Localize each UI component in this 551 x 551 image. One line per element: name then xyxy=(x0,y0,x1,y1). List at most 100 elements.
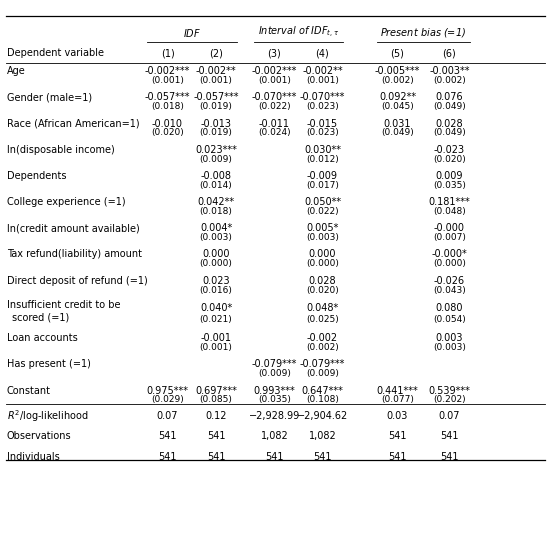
Text: 0.539***: 0.539*** xyxy=(429,386,471,396)
Text: -0.002***: -0.002*** xyxy=(145,66,190,76)
Text: (0.003): (0.003) xyxy=(306,233,339,242)
Text: $R^2$/log-likelihood: $R^2$/log-likelihood xyxy=(7,408,88,424)
Text: 0.023***: 0.023*** xyxy=(195,145,237,155)
Text: (0.022): (0.022) xyxy=(258,102,291,111)
Text: (0.000): (0.000) xyxy=(306,260,339,268)
Text: 541: 541 xyxy=(158,452,177,462)
Text: 0.003: 0.003 xyxy=(436,333,463,343)
Text: Insufficient credit to be: Insufficient credit to be xyxy=(7,300,120,310)
Text: ln(disposable income): ln(disposable income) xyxy=(7,145,115,155)
Text: -0.057***: -0.057*** xyxy=(193,93,239,102)
Text: Has present (=1): Has present (=1) xyxy=(7,359,90,369)
Text: (0.000): (0.000) xyxy=(433,260,466,268)
Text: Age: Age xyxy=(7,66,25,76)
Text: -0.002***: -0.002*** xyxy=(252,66,297,76)
Text: -0.070***: -0.070*** xyxy=(252,93,297,102)
Text: −2,928.99: −2,928.99 xyxy=(249,410,300,421)
Text: (0.019): (0.019) xyxy=(199,102,233,111)
Text: (0.001): (0.001) xyxy=(199,76,233,85)
Text: 0.076: 0.076 xyxy=(435,93,463,102)
Text: 0.07: 0.07 xyxy=(156,410,179,421)
Text: (0.085): (0.085) xyxy=(199,396,233,404)
Text: -0.001: -0.001 xyxy=(201,333,231,343)
Text: (0.049): (0.049) xyxy=(381,128,414,137)
Text: -0.002: -0.002 xyxy=(307,333,338,343)
Text: (0.001): (0.001) xyxy=(151,76,184,85)
Text: scored (=1): scored (=1) xyxy=(12,313,69,323)
Text: (0.018): (0.018) xyxy=(151,102,184,111)
Text: (0.023): (0.023) xyxy=(306,128,339,137)
Text: 541: 541 xyxy=(313,452,332,462)
Text: 541: 541 xyxy=(440,452,458,462)
Text: (0.009): (0.009) xyxy=(258,369,291,379)
Text: Direct deposit of refund (=1): Direct deposit of refund (=1) xyxy=(7,276,147,285)
Text: (0.020): (0.020) xyxy=(306,285,339,295)
Text: Individuals: Individuals xyxy=(7,452,60,462)
Text: 0.050**: 0.050** xyxy=(304,197,341,207)
Text: 0.181***: 0.181*** xyxy=(429,197,470,207)
Text: 0.03: 0.03 xyxy=(387,410,408,421)
Text: (0.009): (0.009) xyxy=(199,155,233,164)
Text: (0.017): (0.017) xyxy=(306,181,339,190)
Text: (0.002): (0.002) xyxy=(433,76,466,85)
Text: (0.048): (0.048) xyxy=(433,207,466,216)
Text: $IDF$: $IDF$ xyxy=(183,26,201,39)
Text: 0.040*: 0.040* xyxy=(200,304,232,314)
Text: (0.018): (0.018) xyxy=(199,207,233,216)
Text: (0.007): (0.007) xyxy=(433,233,466,242)
Text: -0.002**: -0.002** xyxy=(302,66,343,76)
Text: (0.054): (0.054) xyxy=(433,315,466,324)
Text: (0.077): (0.077) xyxy=(381,396,414,404)
Text: 541: 541 xyxy=(388,431,407,441)
Text: (0.003): (0.003) xyxy=(199,233,233,242)
Text: 0.092**: 0.092** xyxy=(379,93,416,102)
Text: 0.004*: 0.004* xyxy=(200,223,232,233)
Text: 0.647***: 0.647*** xyxy=(301,386,343,396)
Text: 541: 541 xyxy=(207,452,225,462)
Text: 0.009: 0.009 xyxy=(436,171,463,181)
Text: -0.005***: -0.005*** xyxy=(375,66,420,76)
Text: Observations: Observations xyxy=(7,431,71,441)
Text: Loan accounts: Loan accounts xyxy=(7,333,77,343)
Text: (5): (5) xyxy=(391,48,404,58)
Text: (0.023): (0.023) xyxy=(306,102,339,111)
Text: -0.009: -0.009 xyxy=(307,171,338,181)
Text: 0.005*: 0.005* xyxy=(306,223,339,233)
Text: $\mathit{Present\ bias}$ (=1): $\mathit{Present\ bias}$ (=1) xyxy=(380,26,467,39)
Text: Dependent variable: Dependent variable xyxy=(7,48,104,58)
Text: -0.002**: -0.002** xyxy=(196,66,236,76)
Text: -0.079***: -0.079*** xyxy=(252,359,297,369)
Text: -0.023: -0.023 xyxy=(434,145,465,155)
Text: (0.001): (0.001) xyxy=(306,76,339,85)
Text: (0.012): (0.012) xyxy=(306,155,339,164)
Text: (0.049): (0.049) xyxy=(433,102,466,111)
Text: 0.042**: 0.042** xyxy=(198,197,235,207)
Text: 0.000: 0.000 xyxy=(309,250,336,260)
Text: -0.070***: -0.070*** xyxy=(300,93,345,102)
Text: (0.020): (0.020) xyxy=(433,155,466,164)
Text: (0.002): (0.002) xyxy=(306,343,339,352)
Text: (0.009): (0.009) xyxy=(306,369,339,379)
Text: -0.011: -0.011 xyxy=(259,118,290,128)
Text: -0.079***: -0.079*** xyxy=(300,359,345,369)
Text: -0.057***: -0.057*** xyxy=(145,93,190,102)
Text: (0.108): (0.108) xyxy=(306,396,339,404)
Text: 541: 541 xyxy=(440,431,458,441)
Text: Interval of $IDF_{t,\tau}$: Interval of $IDF_{t,\tau}$ xyxy=(258,25,339,40)
Text: 541: 541 xyxy=(265,452,284,462)
Text: −2,904.62: −2,904.62 xyxy=(297,410,348,421)
Text: (0.035): (0.035) xyxy=(258,396,291,404)
Text: ln(credit amount available): ln(credit amount available) xyxy=(7,223,139,233)
Text: -0.010: -0.010 xyxy=(152,118,183,128)
Text: (0.002): (0.002) xyxy=(381,76,414,85)
Text: 0.048*: 0.048* xyxy=(306,304,339,314)
Text: 1,082: 1,082 xyxy=(309,431,336,441)
Text: (0.020): (0.020) xyxy=(151,128,184,137)
Text: -0.015: -0.015 xyxy=(307,118,338,128)
Text: 0.993***: 0.993*** xyxy=(253,386,295,396)
Text: 0.028: 0.028 xyxy=(309,276,336,285)
Text: 541: 541 xyxy=(158,431,177,441)
Text: Constant: Constant xyxy=(7,386,51,396)
Text: 0.000: 0.000 xyxy=(202,250,230,260)
Text: (0.202): (0.202) xyxy=(433,396,466,404)
